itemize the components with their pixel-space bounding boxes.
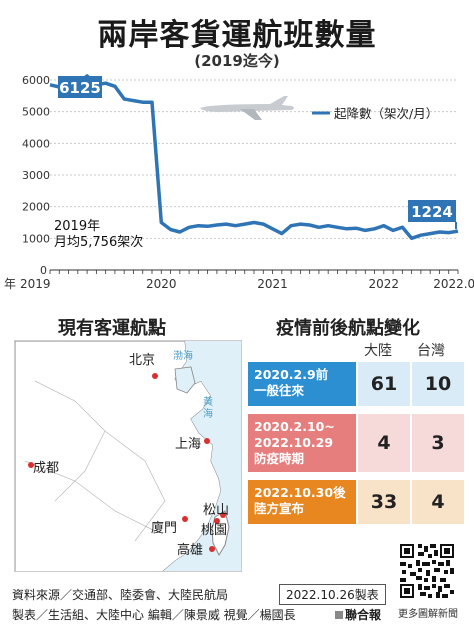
col-taiwan: 台灣: [417, 343, 445, 359]
table-row: 2022.10.30後 陸方宣布 33 4: [248, 480, 464, 524]
y-zero-label: 0: [40, 264, 47, 277]
changes-title: 疫情前後航點變化: [276, 318, 420, 339]
flight-line-chart: 1000 2000 3000 4000 5000 6000 0 年 2019 2020 2021 20…: [4, 74, 474, 291]
routes-title: 現有客運航點: [58, 318, 166, 339]
sea-yellow: 黃海: [203, 397, 213, 420]
source-note: 資料來源／交通部、陸委會、大陸民航局: [12, 588, 229, 602]
city-taoyuan: 桃園: [201, 523, 228, 538]
y-tick-label: 4000: [22, 137, 50, 150]
avg-annotation: 月均5,756架次: [54, 234, 143, 250]
x-prefix-label: 年: [4, 277, 16, 291]
peak-pointer: [79, 75, 89, 99]
airplane-icon: [200, 96, 294, 120]
taiwan-count: 4: [412, 480, 464, 524]
y-tick-label: 3000: [22, 169, 50, 182]
x-tick-label: 2021: [257, 277, 288, 291]
y-tick-label: 1000: [22, 232, 50, 245]
series-line: [49, 74, 459, 241]
x-tick-label: 2019: [20, 277, 51, 291]
taiwan-count: 3: [412, 414, 464, 472]
period-label: 2022.10.30後 陸方宣布: [248, 480, 356, 524]
city-songshan: 松山: [203, 503, 230, 518]
credits: 製表／生活組、大陸中心 編輯／陳景威 視覺／楊國長: [12, 608, 296, 622]
qr-code[interactable]: [398, 542, 456, 600]
sea-bohai: 渤海: [173, 351, 193, 362]
page-subtitle: (2019迄今): [194, 52, 280, 70]
taiwan-count: 10: [412, 362, 464, 406]
city-shanghai: 上海: [175, 437, 202, 452]
qr-caption: 更多圖解新聞: [398, 609, 458, 620]
y-tick-label: 6000: [22, 74, 50, 87]
city-chengdu: 成都: [33, 461, 60, 476]
city-beijing: 北京: [129, 353, 156, 368]
city-kaohsiung: 高雄: [177, 543, 204, 558]
latest-label-box: [408, 200, 456, 222]
y-tick-label: 2000: [22, 201, 50, 214]
brand-name: 聯合報: [345, 608, 382, 622]
route-map: 北京 上海 成都 廈門 松山 桃園 高雄 渤海 黃海: [14, 340, 242, 572]
period-label: 2020.2.9前 一般往來: [248, 362, 356, 406]
mainland-count: 61: [358, 362, 410, 406]
mainland-count: 33: [358, 480, 410, 524]
avg-annotation: 2019年: [54, 219, 100, 234]
col-mainland: 大陸: [364, 343, 392, 359]
map-shape: [15, 341, 241, 571]
city-xiamen: 廈門: [151, 521, 178, 536]
x-tick-label: 2022.09: [433, 277, 474, 291]
date-label: 2022.10.26製表: [279, 584, 386, 605]
peak-value-label: 6125: [59, 79, 101, 97]
mainland-count: 4: [358, 414, 410, 472]
x-tick-label: 2022: [369, 277, 400, 291]
brand-logo: 聯合報: [335, 606, 381, 623]
page-title: 兩岸客貨運航班數量: [97, 18, 377, 53]
period-label: 2020.2.10~ 2022.10.29 防疫時期: [248, 414, 356, 472]
y-tick-label: 5000: [22, 106, 50, 119]
legend-label: 起降數（架次/月）: [334, 106, 438, 121]
x-tick-label: 2020: [146, 277, 177, 291]
brand-icon: [335, 611, 343, 619]
table-row: 2020.2.10~ 2022.10.29 防疫時期 4 3: [248, 414, 464, 472]
table-row: 2020.2.9前 一般往來 61 10: [248, 362, 464, 406]
latest-value-label: 1224: [411, 203, 453, 221]
peak-label-box: [58, 76, 102, 98]
